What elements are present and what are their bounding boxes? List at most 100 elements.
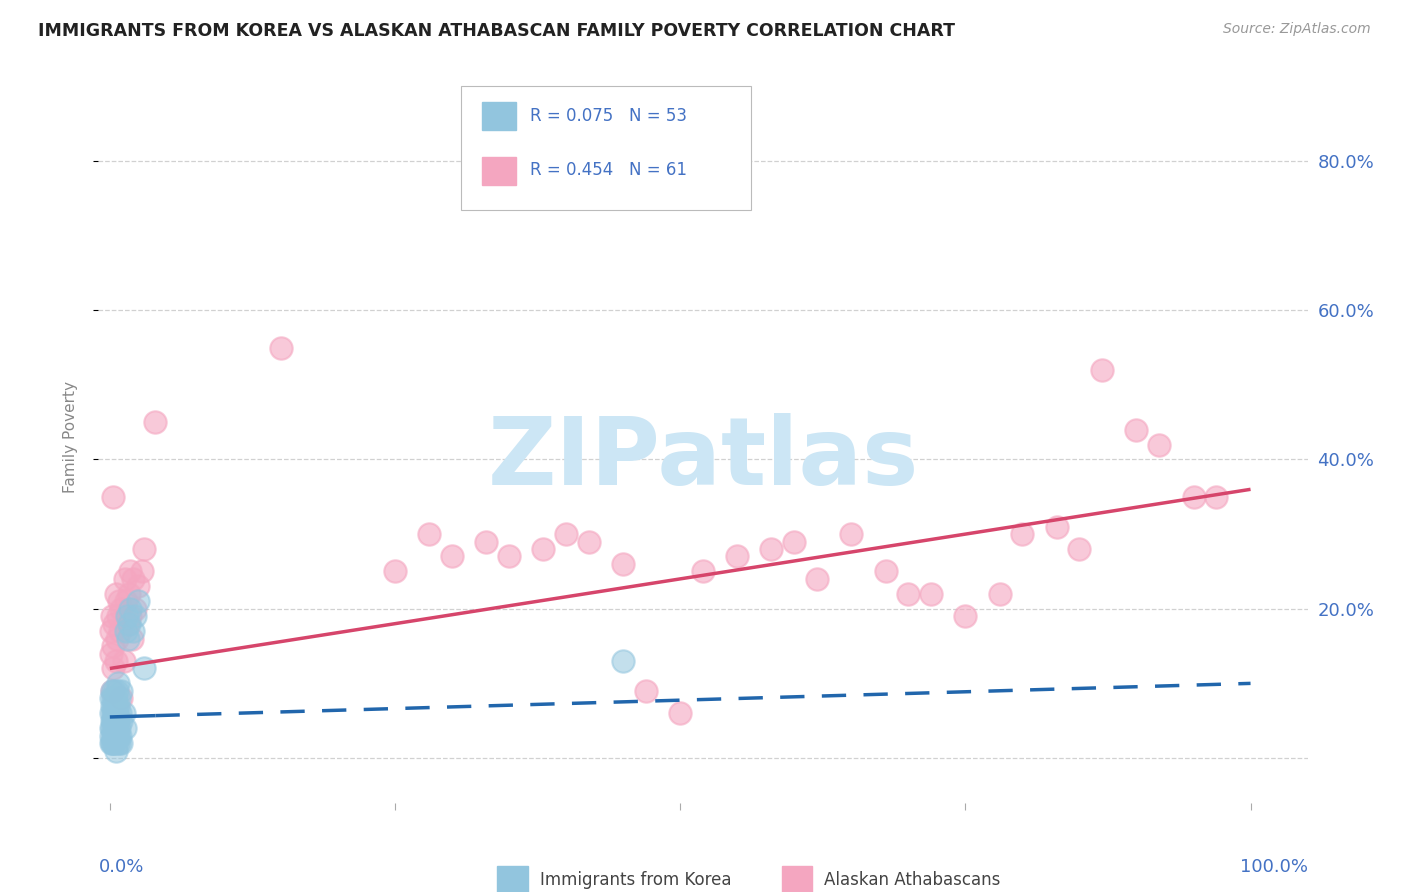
Point: [103, 714, 125, 728]
Point: [103, 639, 125, 653]
Point: [100, 706, 122, 721]
Point: [114, 721, 136, 735]
Point: [108, 594, 131, 608]
Point: [100, 647, 122, 661]
Point: [103, 706, 125, 721]
FancyBboxPatch shape: [482, 102, 516, 130]
Point: [104, 654, 127, 668]
Text: 0.0%: 0.0%: [98, 858, 143, 876]
Point: [100, 691, 122, 706]
Point: [1182, 490, 1205, 504]
Point: [101, 736, 124, 750]
Point: [114, 624, 136, 639]
Point: [1011, 527, 1033, 541]
Point: [118, 616, 141, 631]
Point: [108, 736, 131, 750]
FancyBboxPatch shape: [782, 866, 811, 892]
Point: [127, 579, 149, 593]
Point: [1205, 490, 1227, 504]
Point: [101, 683, 124, 698]
Point: [1069, 542, 1091, 557]
Point: [132, 661, 155, 675]
Point: [103, 683, 125, 698]
Point: [105, 706, 128, 721]
Point: [100, 721, 122, 735]
Text: R = 0.075   N = 53: R = 0.075 N = 53: [530, 107, 688, 125]
Point: [475, 534, 498, 549]
Point: [127, 594, 149, 608]
Point: [117, 616, 139, 631]
Point: [112, 706, 135, 721]
Point: [103, 490, 125, 504]
Point: [131, 565, 153, 579]
Point: [145, 415, 167, 429]
Point: [112, 654, 135, 668]
Point: [121, 632, 143, 646]
Point: [897, 587, 920, 601]
Point: [107, 698, 129, 713]
Point: [121, 572, 143, 586]
Point: [120, 565, 142, 579]
Point: [104, 743, 127, 757]
Point: [441, 549, 464, 564]
Point: [104, 698, 127, 713]
Point: [115, 609, 138, 624]
Point: [105, 736, 128, 750]
Point: [110, 714, 132, 728]
Point: [110, 683, 132, 698]
Point: [103, 691, 125, 706]
Text: R = 0.454   N = 61: R = 0.454 N = 61: [530, 161, 688, 179]
Point: [110, 601, 132, 615]
Point: [103, 736, 125, 750]
Point: [105, 721, 128, 735]
Text: 100.0%: 100.0%: [1240, 858, 1308, 876]
Point: [612, 557, 634, 571]
Point: [498, 549, 520, 564]
Point: [132, 542, 155, 557]
Point: [104, 729, 127, 743]
FancyBboxPatch shape: [461, 86, 751, 211]
Point: [101, 721, 124, 735]
Point: [107, 609, 129, 624]
Point: [725, 549, 748, 564]
Point: [839, 527, 862, 541]
Point: [103, 729, 125, 743]
Point: [384, 565, 406, 579]
Point: [104, 714, 127, 728]
Point: [105, 632, 128, 646]
Point: [121, 624, 143, 639]
Point: [634, 683, 657, 698]
Point: [108, 706, 131, 721]
Point: [101, 714, 124, 728]
Point: [120, 609, 142, 624]
Point: [612, 654, 634, 668]
Text: Alaskan Athabascans: Alaskan Athabascans: [824, 871, 1000, 889]
Point: [100, 736, 122, 750]
Point: [114, 572, 136, 586]
Text: Immigrants from Korea: Immigrants from Korea: [540, 871, 731, 889]
Point: [101, 683, 124, 698]
Point: [103, 736, 125, 750]
Point: [1149, 437, 1171, 451]
Point: [101, 609, 124, 624]
Point: [108, 691, 131, 706]
Point: [555, 527, 578, 541]
Text: IMMIGRANTS FROM KOREA VS ALASKAN ATHABASCAN FAMILY POVERTY CORRELATION CHART: IMMIGRANTS FROM KOREA VS ALASKAN ATHABAS…: [38, 22, 955, 40]
Point: [107, 729, 129, 743]
Point: [875, 565, 897, 579]
Point: [110, 691, 132, 706]
Point: [124, 601, 146, 615]
Point: [110, 736, 132, 750]
Point: [955, 609, 977, 624]
Point: [988, 587, 1011, 601]
Point: [104, 587, 127, 601]
Point: [118, 587, 141, 601]
Point: [1091, 363, 1114, 377]
Point: [103, 698, 125, 713]
Y-axis label: Family Poverty: Family Poverty: [63, 381, 77, 493]
Point: [105, 683, 128, 698]
Point: [761, 542, 783, 557]
Point: [107, 676, 129, 690]
Point: [108, 721, 131, 735]
Point: [806, 572, 828, 586]
